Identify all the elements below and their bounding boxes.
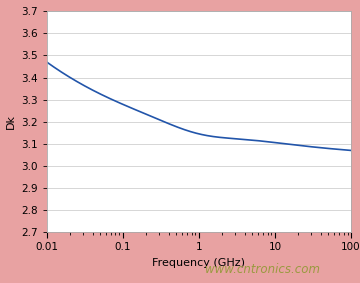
Y-axis label: Dk: Dk bbox=[6, 114, 15, 129]
Text: www.cntronics.com: www.cntronics.com bbox=[205, 263, 320, 276]
X-axis label: Frequency (GHz): Frequency (GHz) bbox=[152, 258, 246, 268]
